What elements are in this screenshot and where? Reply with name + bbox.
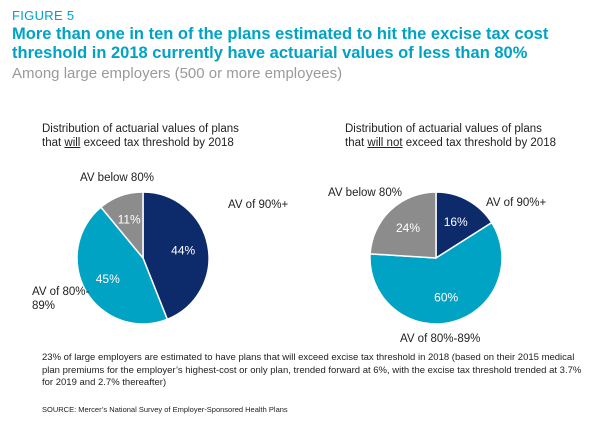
chart-subhead: Among large employers (500 or more emplo… [12, 65, 343, 82]
chart-source: SOURCE: Mercer’s National Survey of Empl… [42, 405, 288, 414]
figure-label: FIGURE 5 [12, 8, 75, 23]
left-pie-title-line2-post: exceed tax threshold by 2018 [80, 137, 234, 149]
pie1-slice-1 [142, 191, 210, 321]
pie2-slice-2 [369, 221, 503, 325]
right-pie-title: Distribution of actuarial values of plan… [345, 122, 556, 150]
right-pie-title-line2-pre: that [345, 137, 368, 149]
pie1-category-label-1: AV of 90%+ [228, 199, 288, 211]
left-pie-title-line1: Distribution of actuarial values of plan… [42, 123, 239, 135]
pie1-category-label-3: AV below 80% [80, 172, 154, 184]
right-pie-title-line1: Distribution of actuarial values of plan… [345, 123, 542, 135]
pie1-category-label-2: AV of 80%-89% [32, 286, 89, 312]
pie1-value-label-1: 44% [171, 243, 195, 257]
pie2-value-label-1: 16% [444, 215, 468, 229]
right-pie-title-line2-post: exceed tax threshold by 2018 [402, 137, 556, 149]
pie2-value-label-2: 60% [434, 291, 458, 305]
left-pie-title-emphasis: will [64, 137, 81, 149]
pie1-value-label-2: 45% [96, 272, 120, 286]
chart-headline: More than one in ten of the plans estima… [12, 25, 549, 62]
chart-note: 23% of large employers are estimated to … [42, 352, 582, 388]
pie2-category-label-2: AV of 80%-89% [400, 333, 480, 345]
pie2-slice-1 [435, 191, 493, 260]
pie2-category-label-1: AV of 90%+ [486, 197, 546, 209]
pie2-category-label-3: AV below 80% [328, 187, 402, 199]
left-pie-title-line2-pre: that [42, 137, 65, 149]
pie1-value-label-3: 11% [118, 212, 141, 226]
pie2-value-label-3: 24% [396, 221, 420, 235]
left-pie-title: Distribution of actuarial values of plan… [42, 122, 239, 150]
pie1-slice-3 [99, 191, 144, 261]
right-pie-title-emphasis: will not [367, 137, 403, 149]
pie1-slice-2 [76, 206, 169, 325]
pie2-slice-3 [369, 191, 437, 259]
